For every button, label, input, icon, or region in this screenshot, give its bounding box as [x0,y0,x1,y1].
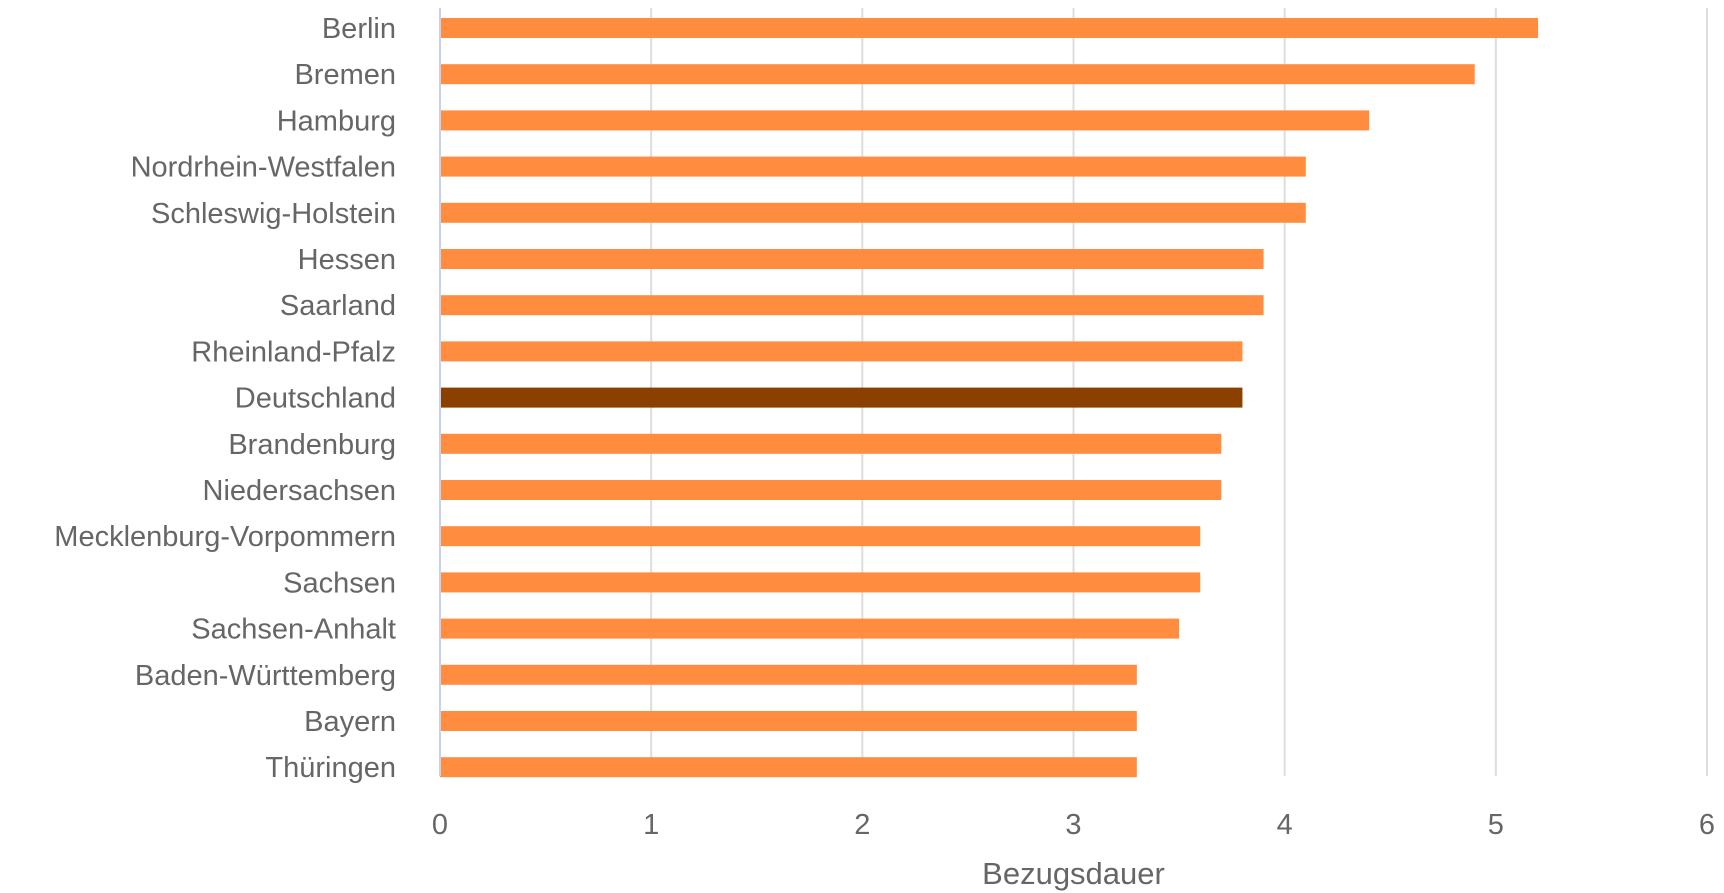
category-label: Niedersachsen [203,475,396,507]
bar-nordrhein-westfalen [440,156,1306,177]
category-label: Rheinland-Pfalz [191,336,396,368]
bar-sachsen-anhalt [440,618,1180,639]
bar-saarland [440,295,1264,316]
category-label: Sachsen-Anhalt [191,614,396,646]
x-tick-label: 5 [1488,809,1504,841]
x-tick-label: 3 [1065,809,1081,841]
bar-brandenburg [440,433,1222,454]
category-label: Sachsen [283,567,396,599]
bar-hessen [440,249,1264,269]
x-tick-labels: 0 1 2 3 4 5 6 [432,809,1715,841]
bar-niedersachsen [440,480,1222,500]
bar-bremen [440,64,1475,85]
bar-deutschland [440,387,1243,408]
x-tick-label: 1 [643,809,659,841]
category-label: Deutschland [235,383,396,415]
x-tick-label: 2 [854,809,870,841]
category-labels: Berlin Bremen Hamburg Nordrhein-Westfalen Sc… [54,13,396,784]
bar-baden-württemberg [440,664,1137,685]
x-tick-label: 0 [432,809,448,841]
bar-thüringen [440,757,1137,778]
bars [440,18,1539,778]
x-tick-label: 6 [1699,809,1715,841]
bar-rheinland-pfalz [440,341,1243,362]
category-label: Schleswig-Holstein [151,198,396,230]
category-label: Thüringen [265,752,396,784]
category-label: Brandenburg [228,429,396,461]
x-axis-title: Bezugsdauer [982,856,1165,891]
category-label: Baden-Württemberg [135,660,396,692]
category-label: Saarland [280,290,396,322]
bar-berlin [440,18,1539,38]
category-label: Hamburg [277,105,396,137]
category-label: Hessen [298,244,396,276]
bar-hamburg [440,110,1370,131]
x-tick-label: 4 [1277,809,1293,841]
category-label: Mecklenburg-Vorpommern [54,521,396,553]
bar-sachsen [440,572,1201,593]
bar-schleswig-holstein [440,202,1306,223]
category-label: Nordrhein-Westfalen [131,152,396,184]
category-label: Berlin [322,13,396,45]
category-label: Bayern [304,706,396,738]
bar-bayern [440,711,1137,731]
category-label: Bremen [294,59,396,91]
bar-mecklenburg-vorpommern [440,526,1201,547]
